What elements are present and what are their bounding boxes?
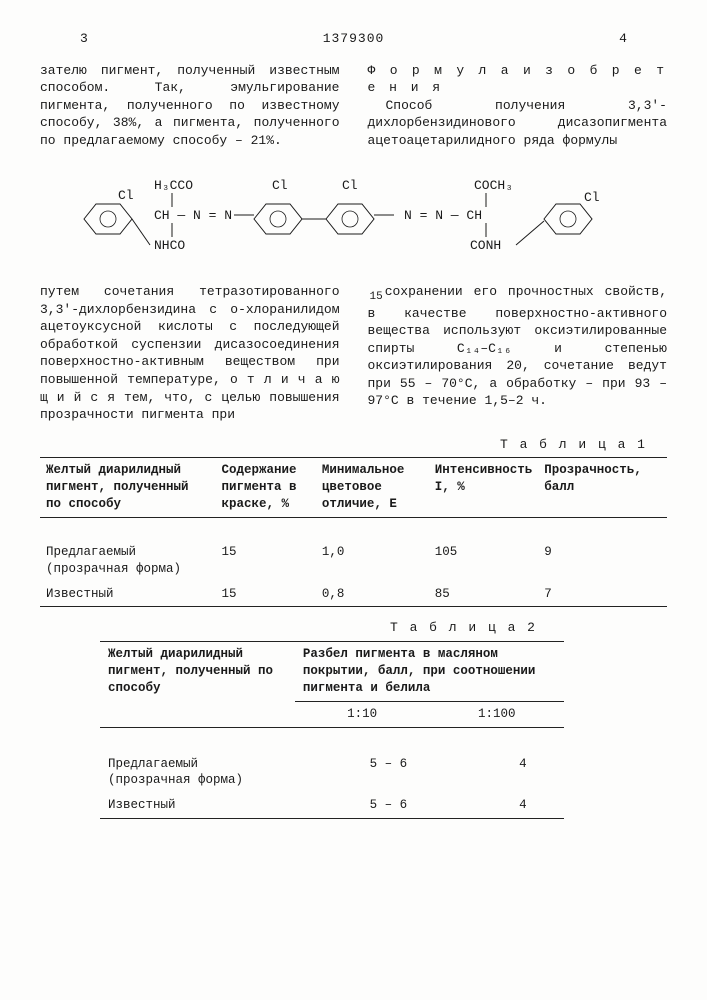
body-left: путем сочетания тетразотированного 3,3′-…	[40, 283, 340, 423]
t1-h3: Интенсивность I, %	[429, 458, 539, 517]
svg-text:Cl: Cl	[272, 178, 288, 193]
table-row: Известный 15 0,8 85 7	[40, 582, 667, 607]
body-columns: путем сочетания тетразотированного 3,3′-…	[40, 283, 667, 423]
body-left-text: путем сочетания тетразотированного 3,3′-…	[40, 283, 340, 423]
page-num-left: 3	[40, 30, 128, 48]
t1-h2: Минимальное цветовое отличие, Е	[316, 458, 429, 517]
table2-label: Т а б л и ц а 2	[40, 619, 537, 637]
table-row: Предлагаемый (прозрачная форма) 15 1,0 1…	[40, 540, 667, 582]
right-para: Способ получения 3,3′-дихлорбензидиновог…	[368, 97, 668, 150]
left-column: зателю пигмент, полученный известным спо…	[40, 62, 340, 150]
t2-h-right: Разбел пигмента в масляном покрытии, бал…	[295, 642, 564, 701]
t1-h0: Желтый диарилидный пигмент, полученный п…	[40, 458, 216, 517]
table1-label: Т а б л и ц а 1	[40, 436, 647, 454]
body-right-text: 15сохранении его прочностных свойств, в …	[368, 283, 668, 410]
table-row: Известный 5 – 6 4	[100, 793, 564, 818]
svg-text:Cl: Cl	[584, 190, 600, 205]
ratio-2: 1:100	[429, 702, 564, 727]
right-column: Ф о р м у л а и з о б р е т е н и я Спос…	[368, 62, 668, 150]
body-right: 15сохранении его прочностных свойств, в …	[368, 283, 668, 423]
svg-text:NHCO: NHCO	[154, 238, 185, 253]
invention-formula-title: Ф о р м у л а и з о б р е т е н и я	[368, 62, 668, 97]
svg-text:Cl: Cl	[342, 178, 358, 193]
svg-text:CONH: CONH	[470, 238, 501, 253]
table-row: Предлагаемый (прозрачная форма) 5 – 6 4	[100, 752, 564, 794]
t1-h1: Содержание пигмента в краске, %	[216, 458, 316, 517]
chemical-structure: Cl H₃CCO CH — N = N NHCO Cl Cl COCH₃ N =…	[54, 159, 654, 269]
table-2: Желтый диарилидный пигмент, полученный п…	[100, 641, 564, 819]
page-num-right: 4	[579, 30, 667, 48]
ratio-1: 1:10	[295, 702, 430, 727]
svg-text:COCH₃: COCH₃	[474, 178, 513, 193]
table1-header-row: Желтый диарилидный пигмент, полученный п…	[40, 458, 667, 517]
table-1: Желтый диарилидный пигмент, полученный п…	[40, 457, 667, 607]
svg-text:Cl: Cl	[118, 188, 134, 203]
svg-text:H₃CCO: H₃CCO	[154, 178, 193, 193]
left-para: зателю пигмент, полученный известным спо…	[40, 62, 340, 150]
table2-header-row: Желтый диарилидный пигмент, полученный п…	[100, 642, 564, 701]
page-header: 3 1379300 4	[40, 30, 667, 48]
t2-h-left: Желтый диарилидный пигмент, полученный п…	[100, 642, 295, 727]
document-number: 1379300	[283, 30, 425, 48]
intro-columns: зателю пигмент, полученный известным спо…	[40, 62, 667, 150]
svg-text:CH — N = N: CH — N = N	[154, 208, 232, 223]
svg-text:N = N — CH: N = N — CH	[404, 208, 482, 223]
t1-h4: Прозрачность, балл	[538, 458, 667, 517]
